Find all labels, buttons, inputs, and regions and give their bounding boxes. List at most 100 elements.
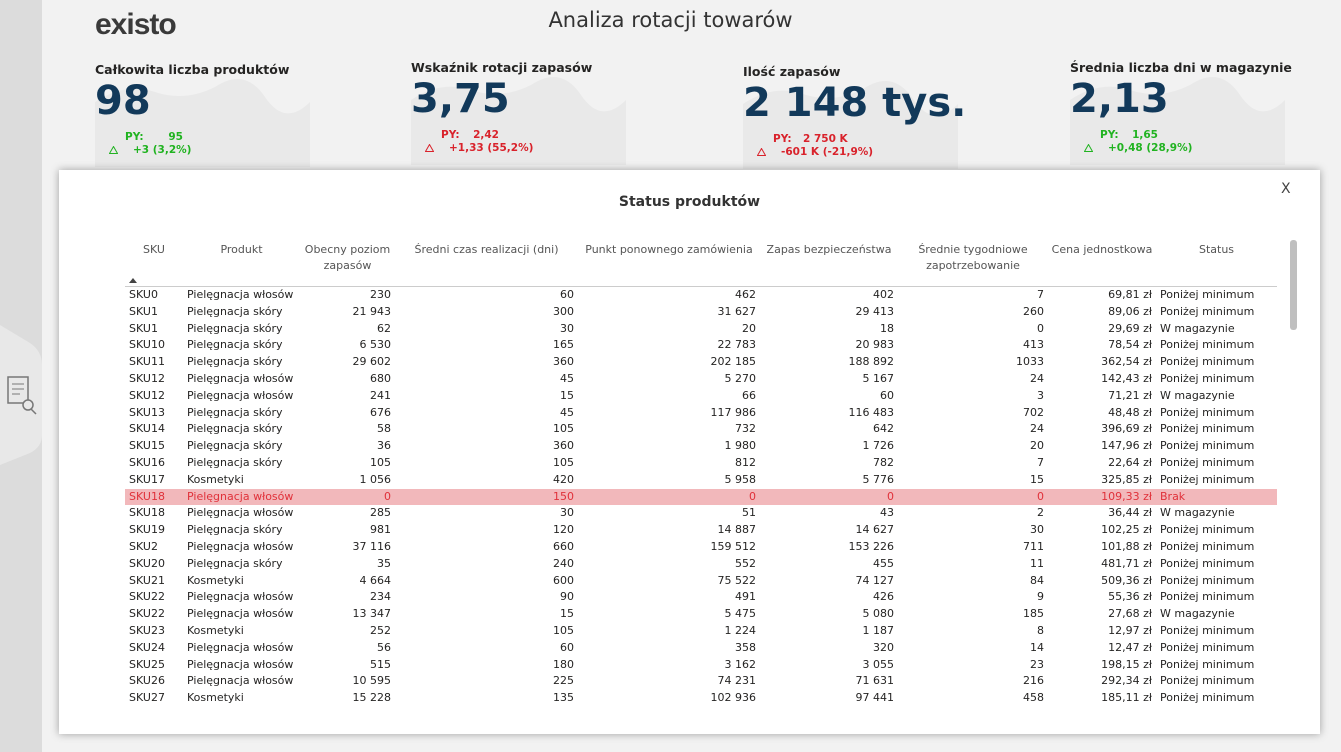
table-cell: 37 116: [352, 539, 392, 553]
py-label: PY:: [773, 133, 792, 145]
column-header[interactable]: Obecny poziom zapasów: [300, 236, 395, 287]
table-cell: 7: [1037, 455, 1044, 469]
table-cell: 23: [1030, 657, 1044, 671]
table-row[interactable]: SKU23 Kosmetyki 252 105 1 224 1 187 8 12,97 zł P…: [125, 623, 1277, 640]
side-tab[interactable]: [0, 325, 42, 465]
table-row[interactable]: SKU0 Pielęgnacja włosów 230 60 462 402 7 69,81 …: [125, 287, 1277, 304]
table-cell: 185,11 zł: [1101, 691, 1152, 705]
table-cell: Kosmetyki: [187, 623, 244, 637]
table-container: SKU Produkt Obecny poziom zapasów Średni cz…: [125, 236, 1277, 710]
table-cell: 15: [1030, 472, 1044, 486]
table-row[interactable]: SKU24 Pielęgnacja włosów 56 60 358 320 14 12,47…: [125, 640, 1277, 657]
table-cell: 481,71 zł: [1101, 556, 1152, 570]
table-cell: Poniżej minimum: [1160, 355, 1255, 369]
table-cell: 109,33 zł: [1101, 489, 1152, 503]
table-row[interactable]: SKU22 Pielęgnacja włosów 13 347 15 5 475 5 08…: [125, 606, 1277, 623]
status-table: SKU Produkt Obecny poziom zapasów Średni cz…: [125, 236, 1277, 710]
scrollbar[interactable]: [1290, 240, 1297, 330]
table-cell: 9: [1037, 590, 1044, 604]
table-row[interactable]: SKU18 Pielęgnacja włosów 0 150 0 0 0 109,33 zł B…: [125, 488, 1277, 506]
table-row[interactable]: SKU20 Pielęgnacja skóry 35 240 552 455 11 481,7…: [125, 556, 1277, 573]
kpi-background: [743, 81, 958, 169]
table-cell: 20: [1030, 439, 1044, 453]
table-cell: Pielęgnacja skóry: [187, 338, 283, 352]
py-label: PY:: [1100, 129, 1119, 141]
table-row[interactable]: SKU21 Kosmetyki 4 664 600 75 522 74 127 84 509,…: [125, 573, 1277, 590]
table-row[interactable]: SKU25 Pielęgnacja włosów 515 180 3 162 3 055 2…: [125, 657, 1277, 674]
table-row[interactable]: SKU12 Pielęgnacja włosów 241 15 66 60 3 71,21 z…: [125, 388, 1277, 405]
kpi-background: [411, 77, 626, 165]
table-cell: 3 055: [862, 657, 895, 671]
column-header[interactable]: Produkt: [183, 236, 300, 287]
table-cell: 320: [873, 640, 894, 654]
py-value: 95: [168, 131, 183, 143]
table-row[interactable]: SKU27 Kosmetyki 15 228 135 102 936 97 441 458 1…: [125, 690, 1277, 707]
column-header[interactable]: Średni czas realizacji (dni): [395, 236, 578, 287]
table-cell: 812: [735, 455, 756, 469]
column-header[interactable]: Status: [1156, 236, 1277, 287]
table-cell: 491: [735, 590, 756, 604]
column-header[interactable]: Punkt ponownego zamówienia: [578, 236, 760, 287]
table-row[interactable]: SKU11 Pielęgnacja skóry 29 602 360 202 185 18…: [125, 354, 1277, 371]
table-cell: Poniżej minimum: [1160, 539, 1255, 553]
table-cell: SKU15: [129, 439, 165, 453]
table-cell: 36: [377, 439, 391, 453]
table-row[interactable]: SKU26 Pielęgnacja włosów 10 595 225 74 231 71…: [125, 673, 1277, 690]
table-row[interactable]: SKU19 Pielęgnacja skóry 981 120 14 887 14 627…: [125, 522, 1277, 539]
kpi-value: 3,75: [411, 76, 510, 122]
column-header[interactable]: SKU: [125, 236, 183, 287]
table-cell: 782: [873, 455, 894, 469]
column-header[interactable]: Cena jednostkowa: [1048, 236, 1156, 287]
table-cell: 14 887: [717, 523, 757, 537]
table-cell: 22,64 zł: [1108, 455, 1152, 469]
modal-title: Status produktów: [618, 194, 761, 210]
table-row[interactable]: SKU2 Pielęgnacja włosów 37 116 660 159 512 15…: [125, 539, 1277, 556]
table-cell: 180: [553, 657, 574, 671]
py-label: PY:: [125, 131, 144, 143]
table-cell: 1 224: [724, 623, 757, 637]
table-cell: 74 231: [717, 674, 757, 688]
table-row[interactable]: SKU18 Pielęgnacja włosów 285 30 51 43 2 36,44 z…: [125, 505, 1277, 522]
kpi-background: [1070, 77, 1285, 165]
table-cell: Pielęgnacja skóry: [187, 321, 283, 335]
table-row[interactable]: SKU10 Pielęgnacja skóry 6 530 165 22 783 20 9…: [125, 337, 1277, 354]
column-header[interactable]: Zapas bezpieczeństwa: [760, 236, 898, 287]
table-cell: Poniżej minimum: [1160, 523, 1255, 537]
table-row[interactable]: SKU16 Pielęgnacja skóry 105 105 812 782 7 22,64…: [125, 455, 1277, 472]
table-cell: 1 056: [359, 472, 392, 486]
table-cell: 360: [553, 355, 574, 369]
table-row[interactable]: SKU17 Kosmetyki 1 056 420 5 958 5 776 15 325,85…: [125, 472, 1277, 489]
table-cell: 12,97 zł: [1108, 623, 1152, 637]
table-cell: 2: [1037, 506, 1044, 520]
table-cell: Brak: [1160, 489, 1186, 503]
column-header[interactable]: Średnie tygodniowe zapotrzebowanie: [898, 236, 1048, 287]
table-row[interactable]: SKU15 Pielęgnacja skóry 36 360 1 980 1 726 20 1…: [125, 438, 1277, 455]
table-cell: W magazynie: [1160, 321, 1235, 335]
table-row[interactable]: SKU1 Pielęgnacja skóry 21 943 300 31 627 29 4…: [125, 304, 1277, 321]
table-cell: 66: [742, 388, 756, 402]
table-cell: Poniżej minimum: [1160, 304, 1255, 318]
table-cell: 12,47 zł: [1108, 640, 1152, 654]
table-cell: Pielęgnacja włosów: [187, 539, 294, 553]
table-cell: 240: [553, 556, 574, 570]
table-row[interactable]: SKU22 Pielęgnacja włosów 234 90 491 426 9 55,36…: [125, 589, 1277, 606]
table-row[interactable]: SKU12 Pielęgnacja włosów 680 45 5 270 5 167 24…: [125, 371, 1277, 388]
table-cell: 260: [1023, 304, 1044, 318]
table-cell: 60: [560, 640, 574, 654]
kpi-card: Wskaźnik rotacji zapasów 3,75 PY: 2,42 +1,33…: [411, 60, 671, 170]
table-row[interactable]: SKU14 Pielęgnacja skóry 58 105 732 642 24 396,6…: [125, 421, 1277, 438]
table-cell: 660: [553, 539, 574, 553]
table-row[interactable]: SKU13 Pielęgnacja skóry 676 45 117 986 116 48…: [125, 405, 1277, 422]
table-cell: 552: [735, 556, 756, 570]
table-cell: 60: [560, 288, 574, 301]
table-cell: Kosmetyki: [187, 573, 244, 587]
table-cell: 27,68 zł: [1108, 607, 1152, 621]
table-cell: SKU13: [129, 405, 165, 419]
table-cell: W magazynie: [1156, 707, 1277, 710]
table-cell: W magazynie: [1160, 607, 1235, 621]
table-row[interactable]: SKU1 Pielęgnacja skóry 62 30 20 18 0 29,69 zł W …: [125, 321, 1277, 338]
close-button[interactable]: X: [1281, 181, 1291, 197]
kpi-card: Średnia liczba dni w magazynie 2,13 PY: 1,6…: [1070, 60, 1330, 170]
kpi-value: 98: [95, 78, 151, 124]
